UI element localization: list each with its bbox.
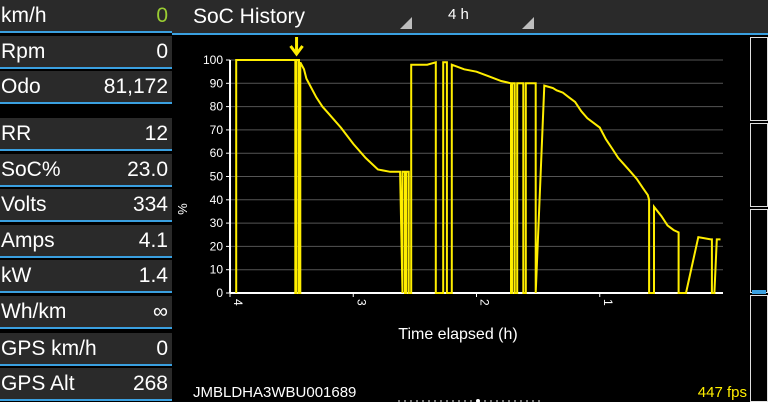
stat-value: 268 [132, 371, 168, 395]
side-scroll-panel[interactable] [748, 37, 768, 402]
stat-value: 81,172 [103, 74, 168, 98]
page-dot[interactable] [398, 399, 400, 402]
stat-value: 23.0 [127, 157, 168, 181]
stats-sidebar: km/h 0 Rpm 0 Odo 81,172 RR 12 SoC% 23.0 Volts 334 Am… [0, 0, 172, 402]
y-axis-label: % [175, 203, 190, 215]
y-tick-label: 10 [210, 263, 224, 277]
stat-row: Volts 334 [0, 189, 172, 222]
page-dot[interactable] [446, 399, 448, 402]
stat-label: Amps [1, 228, 55, 252]
chart-svg: 0 10 20 30 40 50 60 70 80 90 100 4 3 2 1 Time elapsed (… [175, 37, 723, 343]
stat-label: Odo [1, 74, 41, 98]
page-dot[interactable] [514, 399, 516, 402]
page-dot[interactable] [496, 399, 498, 402]
stat-value: 0 [156, 336, 168, 360]
stat-value: 0 [156, 3, 168, 27]
stat-value: 0 [156, 39, 168, 63]
y-tick-label: 60 [210, 146, 224, 160]
title-dropdown-icon[interactable] [400, 17, 412, 29]
stat-row: Amps 4.1 [0, 225, 172, 258]
header-bar: SoC History 4 h [172, 0, 768, 35]
vin-label: JMBLDHA3WBU001689 [193, 384, 357, 401]
stat-row: Wh/km ∞ [0, 296, 172, 329]
y-tick-label: 90 [210, 76, 224, 90]
stat-value: 12 [144, 121, 168, 145]
page-dot[interactable] [422, 399, 424, 402]
page-dot[interactable] [404, 399, 406, 402]
period-dropdown-icon[interactable] [522, 17, 534, 29]
page-dot[interactable] [452, 399, 454, 402]
y-tick-label: 40 [210, 193, 224, 207]
x-tick-label: 1 [601, 299, 615, 306]
page-dot[interactable] [470, 399, 472, 402]
stat-row: RR 12 [0, 118, 172, 151]
stat-row: km/h 0 [0, 0, 172, 33]
period-selector[interactable]: 4 h [448, 6, 469, 23]
stat-label: km/h [1, 3, 47, 27]
page-dot[interactable] [416, 399, 418, 402]
stat-value: 1.4 [138, 263, 168, 287]
fps-label: 447 fps [697, 384, 747, 401]
stat-label: Rpm [1, 39, 46, 63]
page-dot[interactable] [476, 398, 480, 402]
y-tick-label: 20 [210, 239, 224, 253]
page-dot[interactable] [458, 399, 460, 402]
page-dot[interactable] [490, 399, 492, 402]
stat-row: Rpm 0 [0, 36, 172, 69]
y-tick-label: 0 [216, 286, 223, 300]
stat-row: GPS km/h 0 [0, 333, 172, 366]
stat-label: Volts [1, 192, 47, 216]
side-segment[interactable] [750, 295, 768, 402]
y-tick-label: 100 [203, 53, 223, 67]
page-dot[interactable] [520, 399, 522, 402]
scroll-thumb[interactable] [752, 290, 766, 294]
page-indicator[interactable] [398, 392, 544, 402]
page-dot[interactable] [508, 399, 510, 402]
side-segment[interactable] [750, 209, 768, 293]
stat-label: kW [1, 263, 32, 287]
x-tick-label: 3 [354, 299, 368, 306]
stat-value: 4.1 [138, 228, 168, 252]
soc-series-line [235, 59, 721, 294]
stat-value: ∞ [153, 299, 168, 323]
page-dot[interactable] [532, 399, 534, 402]
stat-row: SoC% 23.0 [0, 154, 172, 187]
stat-label: GPS km/h [1, 336, 97, 360]
x-axis-label: Time elapsed (h) [398, 326, 517, 343]
y-tick-label: 80 [210, 100, 224, 114]
x-tick-label: 2 [478, 299, 492, 306]
page-dot[interactable] [484, 399, 486, 402]
page-dot[interactable] [464, 399, 466, 402]
page-dot[interactable] [440, 399, 442, 402]
x-tick-label: 4 [231, 299, 245, 306]
y-tick-label: 70 [210, 123, 224, 137]
stat-label: RR [1, 121, 32, 145]
side-segment[interactable] [750, 37, 768, 121]
page-dot[interactable] [410, 399, 412, 402]
down-arrow-icon [289, 37, 304, 57]
side-segment[interactable] [750, 123, 768, 207]
soc-history-chart: 0 10 20 30 40 50 60 70 80 90 100 4 3 2 1 Time elapsed (… [172, 37, 748, 377]
page-dot[interactable] [538, 399, 540, 402]
page-dot[interactable] [502, 399, 504, 402]
stat-row: Odo 81,172 [0, 71, 172, 104]
stat-value: 334 [132, 192, 168, 216]
y-tick-label: 50 [210, 170, 224, 184]
y-tick-label: 30 [210, 216, 224, 230]
page-title: SoC History [193, 5, 306, 28]
stat-row: kW 1.4 [0, 260, 172, 293]
page-dot[interactable] [428, 399, 430, 402]
stat-label: Wh/km [1, 299, 67, 323]
stat-label: GPS Alt [1, 371, 75, 395]
page-dot[interactable] [434, 399, 436, 402]
stat-row: GPS Alt 268 [0, 368, 172, 401]
stat-label: SoC% [1, 157, 61, 181]
page-dot[interactable] [526, 399, 528, 402]
